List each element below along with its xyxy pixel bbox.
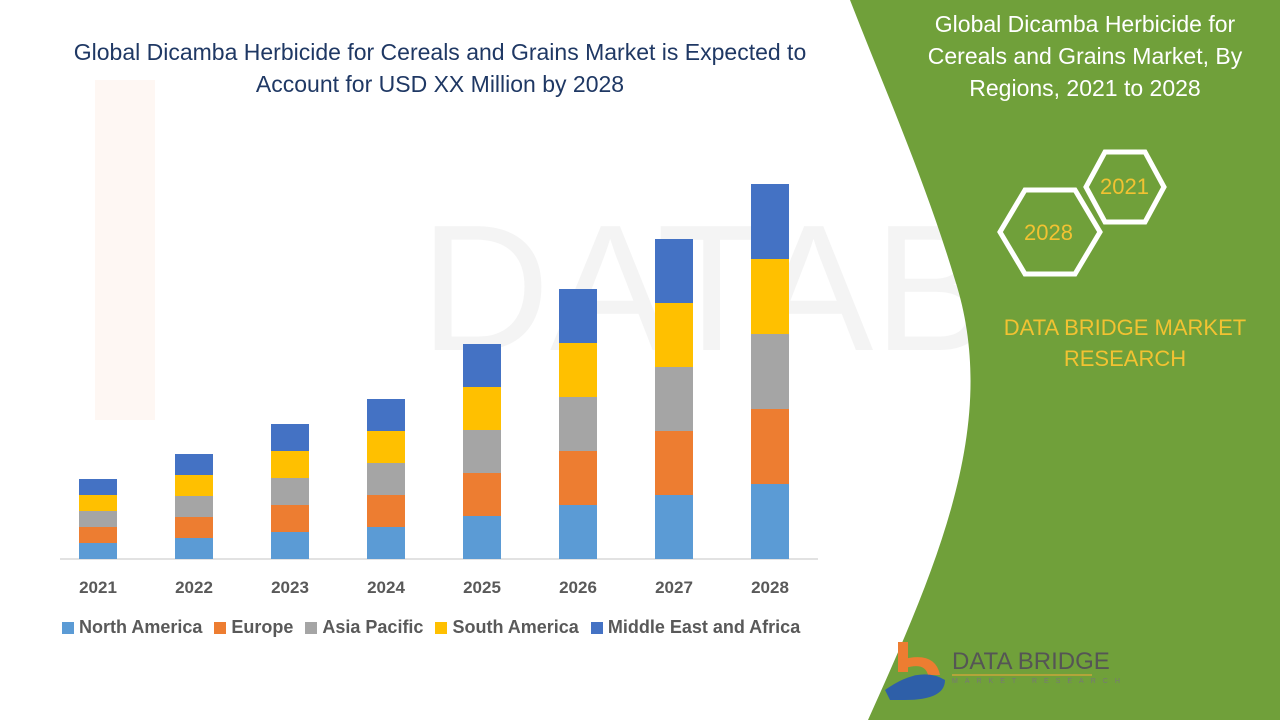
legend-item: South America [435, 617, 579, 638]
legend-item: Asia Pacific [305, 617, 423, 638]
x-tick-label: 2021 [79, 578, 117, 597]
legend-label: North America [79, 617, 203, 637]
bar-2028-north-america [751, 484, 789, 559]
x-tick-label: 2025 [463, 578, 501, 597]
x-tick-label: 2028 [751, 578, 789, 597]
hexagon-2021 [1083, 149, 1167, 225]
legend-swatch [62, 621, 74, 634]
hexagon-2028 [997, 187, 1103, 277]
bar-2027-asia-pacific [655, 367, 693, 431]
bar-2028-middle-east-and-africa [751, 184, 789, 259]
bar-2023-asia-pacific [271, 478, 309, 505]
logo-subtext: MARKET RESEARCH [952, 678, 1127, 685]
bar-2027-north-america [655, 495, 693, 559]
bar-2021-europe [79, 527, 117, 543]
bar-2028-asia-pacific [751, 334, 789, 409]
legend-swatch [435, 621, 448, 634]
legend-swatch [214, 621, 227, 634]
bar-2022-north-america [175, 538, 213, 559]
legend-label: Asia Pacific [322, 617, 424, 637]
bar-2021-middle-east-and-africa [79, 479, 117, 495]
hex-label-2021: 2021 [1100, 174, 1149, 199]
x-tick-labels: 2021 2022 2023 2024 2025 2026 2027 2028 [79, 578, 789, 597]
legend-swatch [305, 621, 318, 634]
bar-2025-asia-pacific [463, 430, 501, 473]
legend-label: Europe [231, 617, 294, 637]
bar-2025-middle-east-and-africa [463, 344, 501, 387]
legend-item: Middle East and Africa [590, 617, 801, 638]
bar-2022-middle-east-and-africa [175, 454, 213, 475]
bars [79, 184, 789, 559]
hex-label-2028: 2028 [1024, 220, 1073, 245]
bar-2023-south-america [271, 451, 309, 478]
bar-2027-middle-east-and-africa [655, 239, 693, 303]
bar-2024-north-america [367, 527, 405, 559]
bar-2022-asia-pacific [175, 496, 213, 517]
bar-2022-south-america [175, 475, 213, 496]
legend-label: South America [452, 617, 579, 637]
x-tick-label: 2023 [271, 578, 309, 597]
legend-swatch [590, 621, 603, 634]
bar-2027-south-america [655, 303, 693, 367]
legend-item: North America [62, 617, 202, 638]
bar-2025-north-america [463, 516, 501, 559]
x-tick-label: 2026 [559, 578, 597, 597]
bar-2021-south-america [79, 495, 117, 511]
bar-2024-middle-east-and-africa [367, 399, 405, 431]
bar-2026-asia-pacific [559, 397, 597, 451]
bar-2023-middle-east-and-africa [271, 424, 309, 451]
legend: North America Europe Asia Pacific South Ame… [62, 617, 800, 638]
bar-2026-middle-east-and-africa [559, 289, 597, 343]
green-panel [850, 0, 1280, 720]
bar-2026-europe [559, 451, 597, 505]
brand-text: DATA BRIDGE MARKET RESEARCH [1003, 315, 1247, 371]
bar-2025-south-america [463, 387, 501, 430]
bar-2024-europe [367, 495, 405, 527]
x-tick-label: 2022 [175, 578, 213, 597]
bar-2026-north-america [559, 505, 597, 559]
bar-2028-south-america [751, 259, 789, 334]
bar-2024-asia-pacific [367, 463, 405, 495]
bar-2023-europe [271, 505, 309, 532]
logo-icon [885, 642, 945, 700]
bar-2023-north-america [271, 532, 309, 559]
bar-2021-asia-pacific [79, 511, 117, 527]
bar-2021-north-america [79, 543, 117, 559]
panel-title: Global Dicamba Herbicide for Cereals and… [927, 11, 1243, 101]
legend-label: Middle East and Africa [607, 617, 801, 637]
bar-2025-europe [463, 473, 501, 516]
bar-2022-europe [175, 517, 213, 538]
legend-item: Europe [214, 617, 293, 638]
bar-2027-europe [655, 431, 693, 495]
bar-2026-south-america [559, 343, 597, 397]
logo-text: DATA BRIDGE [952, 648, 1110, 675]
bar-2028-europe [751, 409, 789, 484]
bar-2024-south-america [367, 431, 405, 463]
x-tick-label: 2027 [655, 578, 693, 597]
page-title: Global Dicamba Herbicide for Cereals and… [73, 39, 807, 97]
x-tick-label: 2024 [367, 578, 405, 597]
